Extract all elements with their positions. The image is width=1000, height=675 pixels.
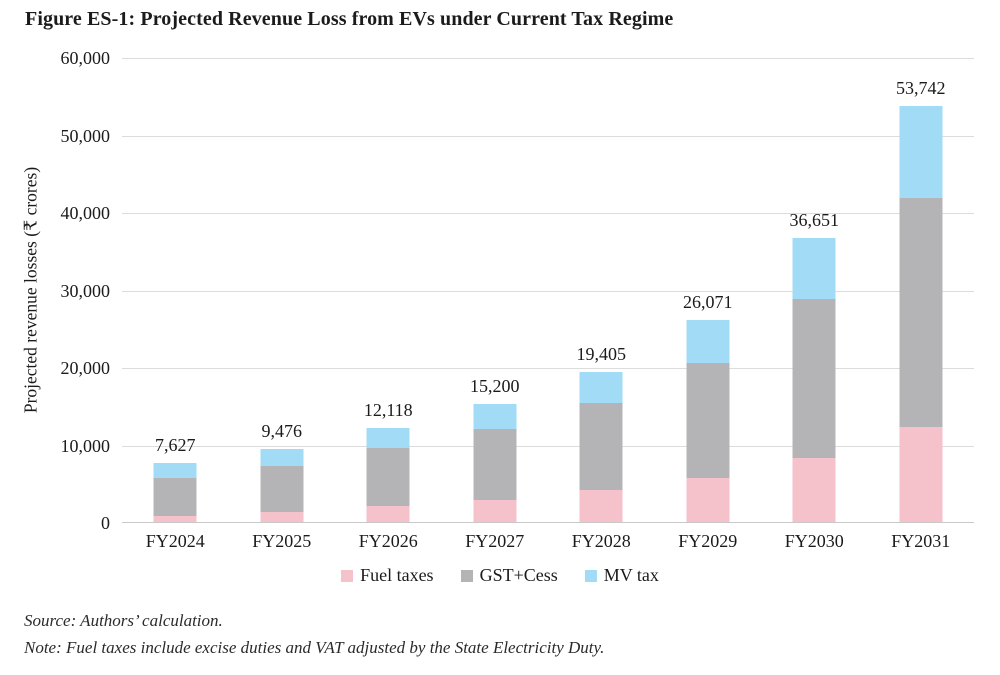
legend-item-gst-cess: GST+Cess bbox=[460, 565, 558, 586]
bar-total-label: 53,742 bbox=[896, 77, 946, 98]
note-text: Note: Fuel taxes include excise duties a… bbox=[24, 638, 605, 657]
stacked-bar-fy2029 bbox=[686, 319, 730, 522]
bar-slot-fy2026: 12,118 bbox=[335, 58, 442, 522]
y-tick-label: 10,000 bbox=[60, 435, 111, 456]
legend-swatch-icon bbox=[460, 569, 473, 582]
bar-slot-fy2031: 53,742 bbox=[868, 58, 975, 522]
segment-mv-tax bbox=[260, 448, 304, 466]
y-tick-label: 20,000 bbox=[60, 358, 111, 378]
y-tick-label: 40,000 bbox=[60, 203, 111, 223]
segment-fuel-taxes bbox=[473, 499, 517, 522]
stacked-bar-fy2028 bbox=[579, 371, 623, 522]
bar-total-label: 9,476 bbox=[261, 420, 303, 441]
segment-mv-tax bbox=[153, 462, 197, 479]
legend-item-mv-tax: MV tax bbox=[584, 565, 659, 586]
legend-label: GST+Cess bbox=[479, 565, 558, 585]
x-tick-label-fy2029: FY2029 bbox=[678, 531, 738, 551]
segment-mv-tax bbox=[473, 404, 517, 429]
segment-mv-tax bbox=[792, 237, 836, 300]
x-tick-label-fy2024: FY2024 bbox=[145, 531, 205, 551]
plot-area: 7,627 9,476 12,118 15,200 19,405 26,071 36,651… bbox=[122, 58, 974, 523]
segment-gst-cess bbox=[366, 448, 410, 506]
bar-total-label: 26,071 bbox=[683, 291, 733, 312]
x-tick-label-fy2031: FY2031 bbox=[891, 531, 951, 551]
segment-fuel-taxes bbox=[579, 490, 623, 522]
segment-fuel-taxes bbox=[899, 427, 943, 522]
segment-fuel-taxes bbox=[792, 457, 836, 522]
x-tick-label-fy2027: FY2027 bbox=[465, 531, 525, 551]
bar-slot-fy2024: 7,627 bbox=[122, 58, 229, 522]
gridline bbox=[122, 368, 974, 369]
chart-title: Figure ES-1: Projected Revenue Loss from… bbox=[25, 8, 674, 30]
source-text: Source: Authors’ calculation. bbox=[24, 611, 223, 630]
bar-total-label: 7,627 bbox=[155, 434, 196, 455]
segment-gst-cess bbox=[260, 465, 304, 512]
legend-swatch-icon bbox=[584, 569, 597, 582]
segment-mv-tax bbox=[899, 105, 943, 199]
legend: Fuel taxes GST+Cess MV tax bbox=[0, 565, 1000, 586]
stacked-bar-fy2030 bbox=[792, 237, 836, 522]
legend-label: MV tax bbox=[603, 565, 659, 585]
segment-fuel-taxes bbox=[366, 505, 410, 522]
legend-item-fuel-taxes: Fuel taxes bbox=[341, 565, 434, 586]
bar-total-label: 19,405 bbox=[576, 343, 627, 364]
stacked-bar-fy2027 bbox=[473, 404, 517, 522]
x-tick-label-fy2028: FY2028 bbox=[571, 531, 631, 551]
x-tick-label-fy2026: FY2026 bbox=[358, 531, 418, 551]
gridline bbox=[122, 135, 974, 137]
x-tick-label-fy2025: FY2025 bbox=[252, 531, 312, 551]
bar-slot-fy2030: 36,651 bbox=[761, 58, 868, 522]
segment-gst-cess bbox=[686, 363, 730, 478]
segment-fuel-taxes bbox=[686, 477, 730, 522]
bar-total-label: 36,651 bbox=[789, 209, 840, 230]
segment-gst-cess bbox=[473, 428, 517, 500]
segment-gst-cess bbox=[153, 478, 197, 516]
segment-gst-cess bbox=[579, 403, 623, 491]
legend-label: Fuel taxes bbox=[360, 565, 434, 585]
gridline bbox=[122, 445, 974, 447]
bar-slot-fy2029: 26,071 bbox=[655, 58, 762, 522]
bar-slot-fy2025: 9,476 bbox=[229, 58, 336, 522]
y-tick-label: 30,000 bbox=[60, 280, 111, 301]
gridline bbox=[122, 290, 974, 292]
gridline bbox=[122, 58, 974, 59]
segment-mv-tax bbox=[366, 428, 410, 449]
stacked-bar-fy2031 bbox=[899, 105, 943, 522]
segment-fuel-taxes bbox=[153, 515, 197, 522]
segment-gst-cess bbox=[792, 299, 836, 458]
segment-fuel-taxes bbox=[260, 511, 304, 522]
x-tick-label-fy2030: FY2030 bbox=[784, 531, 844, 551]
segment-gst-cess bbox=[899, 198, 943, 428]
stacked-bar-fy2025 bbox=[260, 448, 304, 522]
gridline bbox=[122, 213, 974, 214]
bar-slot-fy2027: 15,200 bbox=[442, 58, 549, 522]
segment-mv-tax bbox=[579, 371, 623, 404]
segment-mv-tax bbox=[686, 319, 730, 364]
y-tick-label: 60,000 bbox=[60, 48, 111, 68]
y-tick-label: 0 bbox=[101, 513, 110, 533]
stacked-bar-fy2024 bbox=[153, 462, 197, 522]
bar-total-label: 12,118 bbox=[363, 400, 413, 421]
y-tick-label: 50,000 bbox=[60, 125, 111, 146]
bar-total-label: 15,200 bbox=[470, 376, 520, 397]
legend-swatch-icon bbox=[341, 569, 354, 582]
stacked-bar-fy2026 bbox=[366, 428, 410, 522]
bar-slot-fy2028: 19,405 bbox=[548, 58, 655, 522]
